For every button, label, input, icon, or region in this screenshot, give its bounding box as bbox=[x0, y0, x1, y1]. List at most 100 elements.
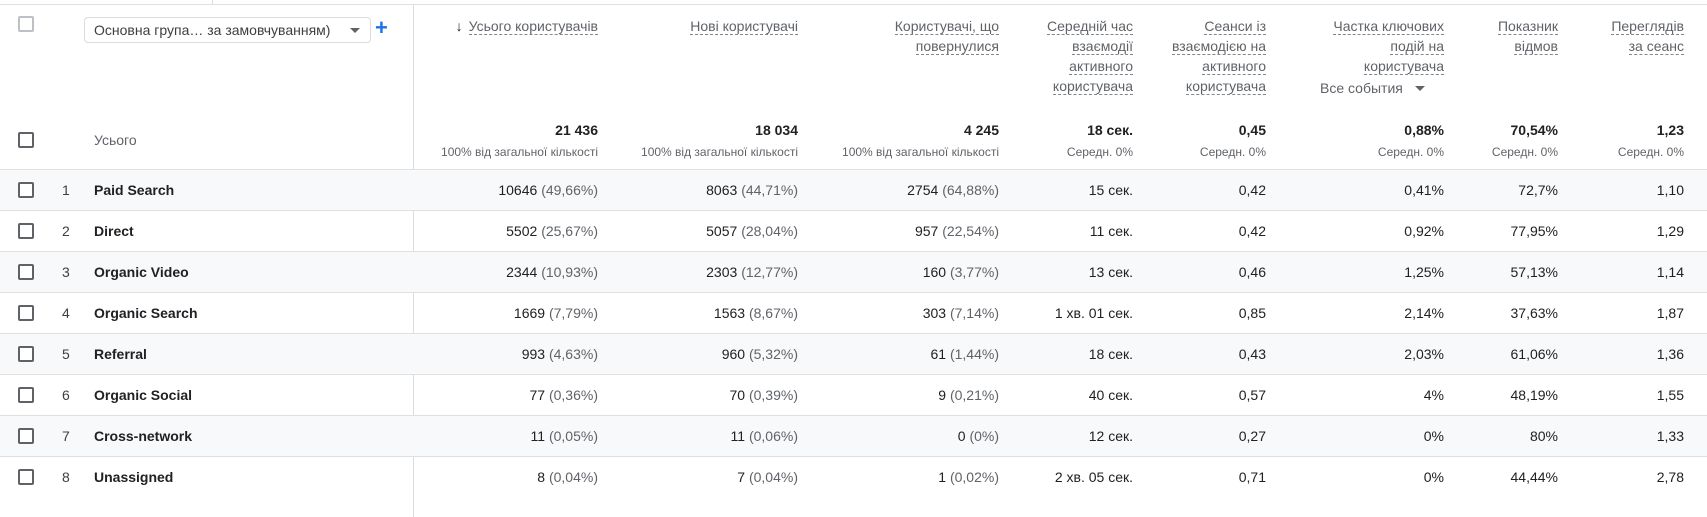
dimension-select-label: Основна група… за замовчуванням) bbox=[94, 22, 331, 38]
row-select-checkbox[interactable] bbox=[18, 346, 34, 362]
column-header-total-users[interactable]: ↓ Усього користувачів bbox=[455, 18, 598, 35]
row-select-checkbox[interactable] bbox=[18, 223, 34, 239]
table-row: 7 Cross-network 11 (0,05%) 11 (0,06%) 0 … bbox=[0, 415, 1707, 456]
add-dimension-button[interactable]: + bbox=[375, 15, 388, 40]
row-select-checkbox[interactable] bbox=[18, 305, 34, 321]
new-users-cell: 2303 (12,77%) bbox=[706, 264, 798, 280]
table-row: 4 Organic Search 1669 (7,79%) 1563 (8,67… bbox=[0, 292, 1707, 333]
row-select-checkbox[interactable] bbox=[18, 264, 34, 280]
engaged-sessions-cell: 0,42 bbox=[1238, 182, 1266, 198]
engaged-sessions-cell: 0,27 bbox=[1238, 428, 1266, 444]
new-users-cell: 8063 (44,71%) bbox=[706, 182, 798, 198]
row-select-checkbox[interactable] bbox=[18, 469, 34, 485]
row-channel-name[interactable]: Paid Search bbox=[94, 182, 175, 198]
total-new-users-subtext: 100% від загальної кількості bbox=[641, 145, 798, 159]
row-select-checkbox[interactable] bbox=[18, 428, 34, 444]
new-users-cell: 1563 (8,67%) bbox=[713, 305, 798, 321]
table-row: 8 Unassigned 8 (0,04%) 7 (0,04%) 1 (0,02… bbox=[0, 456, 1707, 497]
views-per-session-cell: 1,36 bbox=[1656, 346, 1684, 362]
total-new-users-value: 18 034 bbox=[755, 122, 798, 138]
views-per-session-cell: 1,55 bbox=[1656, 387, 1684, 403]
key-event-rate-cell: 0,92% bbox=[1404, 223, 1444, 239]
total-key-event-rate-subtext: Середн. 0% bbox=[1377, 145, 1444, 159]
users-cell: 10646 (49,66%) bbox=[498, 182, 598, 198]
users-cell: 2344 (10,93%) bbox=[506, 264, 598, 280]
total-avg-time-subtext: Середн. 0% bbox=[1066, 145, 1133, 159]
key-event-rate-cell: 1,25% bbox=[1404, 264, 1444, 280]
new-users-cell: 960 (5,32%) bbox=[721, 346, 798, 362]
users-cell: 993 (4,63%) bbox=[521, 346, 598, 362]
avg-time-cell: 18 сек. bbox=[1088, 346, 1133, 362]
row-channel-name[interactable]: Unassigned bbox=[94, 469, 174, 485]
total-engaged-sessions-subtext: Середн. 0% bbox=[1199, 145, 1266, 159]
bounce-rate-cell: 80% bbox=[1529, 428, 1558, 444]
total-returning-users-value: 4 245 bbox=[963, 122, 999, 138]
total-key-event-rate-value: 0,88% bbox=[1404, 122, 1444, 138]
sort-arrow-down-icon: ↓ bbox=[455, 18, 463, 34]
dimension-select[interactable]: Основна група… за замовчуванням) bbox=[84, 17, 371, 43]
column-header-bounce-rate[interactable]: Показник відмов bbox=[1497, 18, 1558, 55]
totals-label: Усього bbox=[94, 132, 137, 148]
total-views-value: 1,23 bbox=[1656, 122, 1684, 138]
key-event-rate-cell: 2,14% bbox=[1404, 305, 1444, 321]
row-index: 1 bbox=[62, 182, 70, 198]
column-header-key-event-rate[interactable]: Частка ключових подій на користувача bbox=[1333, 18, 1444, 75]
total-avg-time-value: 18 сек. bbox=[1087, 122, 1133, 138]
row-channel-name[interactable]: Referral bbox=[94, 346, 147, 362]
column-header-views-per-session[interactable]: Переглядів за сеанс bbox=[1611, 18, 1684, 55]
row-select-checkbox[interactable] bbox=[18, 387, 34, 403]
events-select[interactable]: Все события bbox=[1320, 80, 1425, 96]
row-channel-name[interactable]: Organic Social bbox=[94, 387, 193, 403]
table-row: 3 Organic Video 2344 (10,93%) 2303 (12,7… bbox=[0, 251, 1707, 292]
total-bounce-rate-value: 70,54% bbox=[1510, 122, 1558, 138]
row-channel-name[interactable]: Direct bbox=[94, 223, 134, 239]
header-select-checkbox[interactable] bbox=[18, 16, 34, 32]
avg-time-cell: 1 хв. 01 сек. bbox=[1054, 305, 1133, 321]
returning-users-cell: 61 (1,44%) bbox=[930, 346, 1000, 362]
engaged-sessions-cell: 0,71 bbox=[1238, 469, 1266, 485]
users-cell: 5502 (25,67%) bbox=[506, 223, 598, 239]
bounce-rate-cell: 77,95% bbox=[1510, 223, 1558, 239]
table-row: 1 Paid Search 10646 (49,66%) 8063 (44,71… bbox=[0, 169, 1707, 210]
row-channel-name[interactable]: Organic Video bbox=[94, 264, 189, 280]
total-engaged-sessions-value: 0,45 bbox=[1238, 122, 1266, 138]
chevron-down-icon bbox=[350, 27, 360, 33]
views-per-session-cell: 1,14 bbox=[1656, 264, 1684, 280]
row-select-checkbox[interactable] bbox=[18, 182, 34, 198]
row-channel-name[interactable]: Organic Search bbox=[94, 305, 198, 321]
users-cell: 77 (0,36%) bbox=[529, 387, 599, 403]
avg-time-cell: 15 сек. bbox=[1088, 182, 1133, 198]
returning-users-cell: 160 (3,77%) bbox=[922, 264, 999, 280]
row-index: 7 bbox=[62, 428, 70, 444]
events-select-label: Все события bbox=[1320, 80, 1403, 96]
returning-users-cell: 303 (7,14%) bbox=[922, 305, 999, 321]
row-channel-name[interactable]: Cross-network bbox=[94, 428, 193, 444]
key-event-rate-cell: 0% bbox=[1423, 428, 1444, 444]
avg-time-cell: 12 сек. bbox=[1088, 428, 1133, 444]
column-header-engaged-sessions[interactable]: Сеанси із взаємодією на активного корист… bbox=[1171, 18, 1266, 95]
row-index: 5 bbox=[62, 346, 70, 362]
returning-users-cell: 957 (22,54%) bbox=[914, 223, 999, 239]
column-header-avg-engagement-time[interactable]: Середній час взаємодії активного користу… bbox=[1047, 18, 1133, 95]
column-header-returning-users[interactable]: Користувачі, що повернулися bbox=[894, 18, 999, 55]
top-border bbox=[0, 0, 1707, 5]
engaged-sessions-cell: 0,85 bbox=[1238, 305, 1266, 321]
new-users-cell: 5057 (28,04%) bbox=[706, 223, 798, 239]
table-row: 6 Organic Social 77 (0,36%) 70 (0,39%) 9… bbox=[0, 374, 1707, 415]
views-per-session-cell: 1,87 bbox=[1656, 305, 1684, 321]
avg-time-cell: 11 сек. bbox=[1089, 223, 1133, 239]
total-views-subtext: Середн. 0% bbox=[1617, 145, 1684, 159]
table-row: 2 Direct 5502 (25,67%) 5057 (28,04%) 957… bbox=[0, 210, 1707, 251]
engaged-sessions-cell: 0,57 bbox=[1238, 387, 1266, 403]
row-index: 2 bbox=[62, 223, 70, 239]
users-cell: 8 (0,04%) bbox=[537, 469, 598, 485]
returning-users-cell: 0 (0%) bbox=[957, 428, 999, 444]
engaged-sessions-cell: 0,46 bbox=[1238, 264, 1266, 280]
bounce-rate-cell: 72,7% bbox=[1518, 182, 1558, 198]
returning-users-cell: 2754 (64,88%) bbox=[907, 182, 999, 198]
total-bounce-rate-subtext: Середн. 0% bbox=[1491, 145, 1558, 159]
column-header-new-users[interactable]: Нові користувачі bbox=[690, 18, 798, 35]
bounce-rate-cell: 61,06% bbox=[1510, 346, 1558, 362]
views-per-session-cell: 1,10 bbox=[1656, 182, 1684, 198]
totals-select-checkbox[interactable] bbox=[18, 132, 34, 148]
